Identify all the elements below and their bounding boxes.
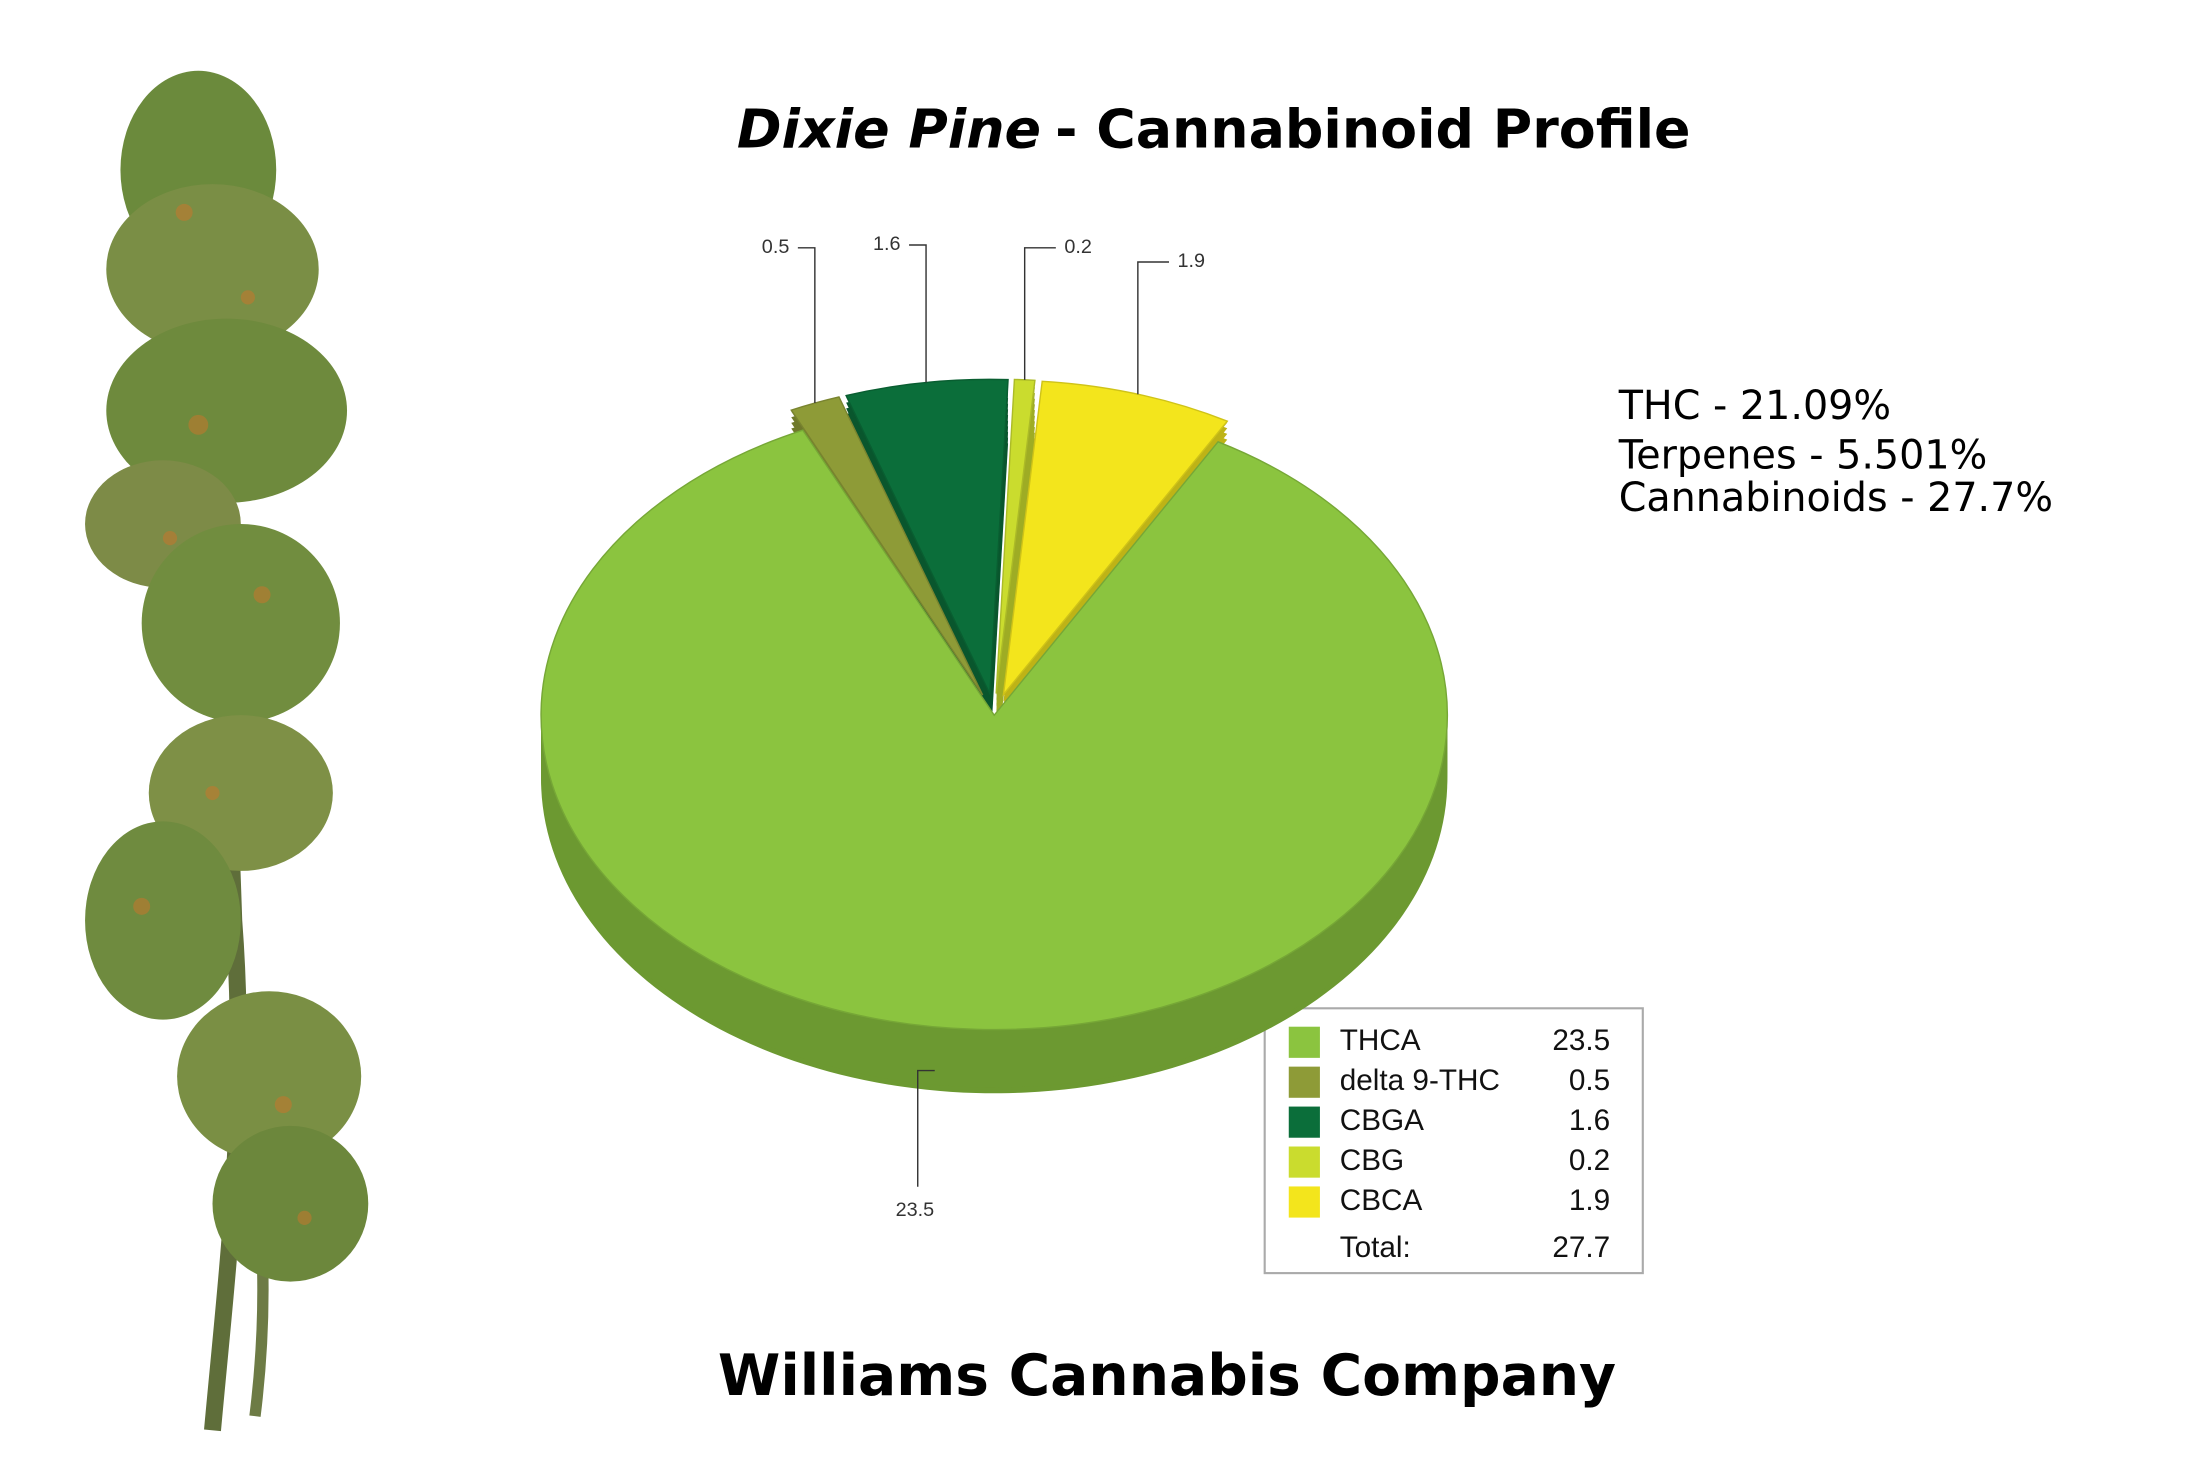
legend-label: CBCA bbox=[1340, 1184, 1423, 1217]
chart-title: Dixie Pine - Cannabinoid Profile bbox=[737, 97, 1691, 160]
legend-swatch bbox=[1288, 1026, 1320, 1058]
data-label: 23.5 bbox=[896, 1199, 935, 1221]
legend-total: 27.7 bbox=[1552, 1231, 1610, 1264]
data-label: 1.6 bbox=[873, 233, 901, 255]
legend-label: CBGA bbox=[1340, 1104, 1424, 1137]
legend-value: 0.2 bbox=[1569, 1144, 1610, 1177]
legend-box bbox=[1263, 1007, 1644, 1275]
slice bbox=[540, 429, 1449, 1031]
leader-line bbox=[909, 244, 927, 383]
leader-line bbox=[917, 1069, 935, 1187]
legend-value: 0.5 bbox=[1569, 1064, 1610, 1097]
legend-swatch bbox=[1288, 1146, 1320, 1178]
leader-line bbox=[797, 247, 816, 404]
note: Terpenes - 5.501% bbox=[1618, 433, 1988, 479]
legend-swatch bbox=[1288, 1186, 1320, 1218]
legend-value: 1.9 bbox=[1569, 1184, 1610, 1217]
data-label: 1.9 bbox=[1178, 250, 1206, 272]
legend-swatch bbox=[1288, 1106, 1320, 1138]
title-strain: Dixie Pine bbox=[737, 97, 1041, 160]
data-label: 0.2 bbox=[1064, 236, 1092, 258]
plant-illustration bbox=[85, 70, 369, 1432]
leader-line bbox=[1137, 261, 1170, 395]
legend-label: CBG bbox=[1340, 1144, 1404, 1177]
legend-label: THCA bbox=[1340, 1024, 1421, 1057]
note: THC - 21.09% bbox=[1618, 383, 1891, 429]
legend-swatch bbox=[1288, 1066, 1320, 1098]
title-text: - Cannabinoid Profile bbox=[1055, 97, 1690, 160]
legend-total-label: Total: bbox=[1340, 1231, 1411, 1264]
data-label: 0.5 bbox=[762, 236, 790, 258]
legend-value: 23.5 bbox=[1552, 1024, 1610, 1057]
leader-line bbox=[1023, 247, 1056, 380]
note: Cannabinoids - 27.7% bbox=[1619, 475, 2053, 521]
legend-value: 1.6 bbox=[1569, 1104, 1610, 1137]
legend-label: delta 9-THC bbox=[1340, 1064, 1500, 1097]
footer: Williams Cannabis Company bbox=[718, 1343, 1616, 1409]
